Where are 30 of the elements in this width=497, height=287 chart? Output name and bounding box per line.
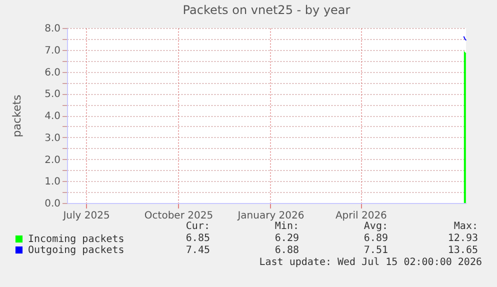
text: 12.93 — [448, 233, 478, 245]
y-tick-label: 1.0 — [44, 176, 60, 188]
text: 7.45 — [186, 245, 210, 257]
y-tick-label: 6.0 — [44, 67, 60, 78]
y-tick-label: 0.0 — [44, 198, 60, 210]
y-tick-label: 8.0 — [44, 24, 60, 34]
text: 6.29 — [274, 233, 299, 245]
legend-label: Incoming packets — [28, 234, 124, 245]
legend-label: Outgoing packets — [28, 245, 124, 256]
x-tick-label: April 2026 — [335, 210, 387, 222]
text: Last update: Wed Jul 15 02:00:00 2026 — [259, 257, 482, 269]
text: 6.88 — [274, 245, 299, 257]
text: 6.85 — [186, 233, 210, 245]
y-tick-label: 7.0 — [44, 45, 60, 56]
text: 13.65 — [448, 245, 478, 257]
text: Avg: — [364, 221, 388, 233]
y-tick-label: 3.0 — [44, 132, 60, 144]
text: Max: — [454, 221, 478, 233]
text: 7.51 — [364, 245, 388, 257]
y-tick-label: 5.0 — [44, 89, 60, 100]
text: 6.89 — [364, 233, 388, 245]
y-axis-title: packets — [10, 94, 24, 138]
chart-title: Packets on vnet25 - by year — [182, 3, 350, 17]
x-tick-label: July 2025 — [62, 210, 110, 222]
text: Cur: — [186, 221, 210, 233]
x-tick-label: January 2026 — [236, 210, 304, 222]
y-tick-label: 4.0 — [44, 111, 60, 122]
text: Min: — [274, 221, 299, 233]
y-tick-label: 2.0 — [44, 154, 60, 166]
x-tick-label: October 2025 — [144, 210, 214, 222]
